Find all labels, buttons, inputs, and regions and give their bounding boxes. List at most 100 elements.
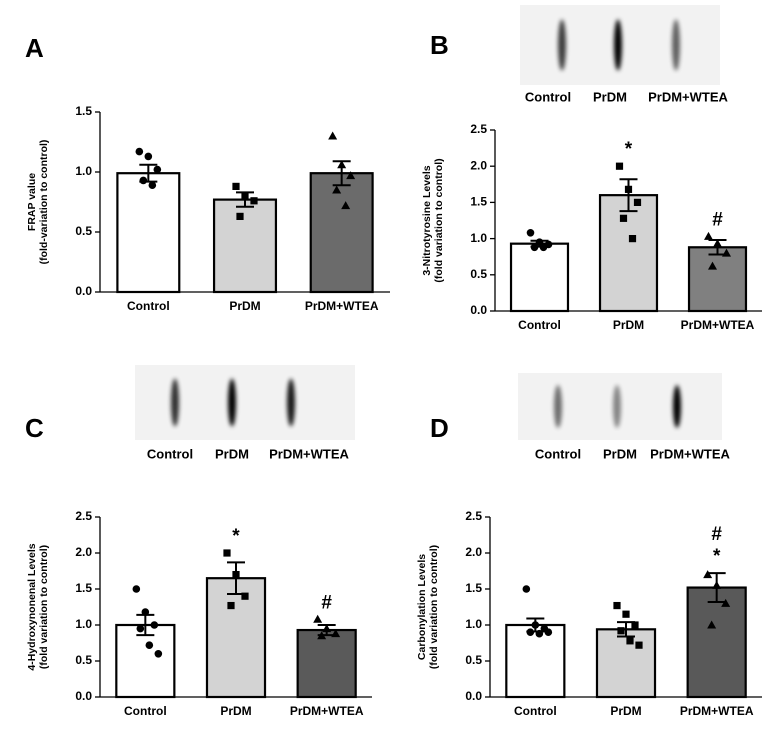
bar [509,242,570,313]
panel: B Control PrDM PrDM+WTEA 3-Nitrotyrosine Lev… [421,5,762,332]
data-point [628,235,637,243]
y-tick-label: 1.0 [470,231,487,245]
panel-letter: C [25,413,44,443]
blot-label: Control [147,446,193,461]
blot-band [673,385,681,428]
blot-band [171,378,179,427]
x-tick-label: PrDM [229,299,260,313]
y-axis-title: (fold variation to control) [428,545,440,669]
bar [212,198,278,294]
data-point [346,171,356,180]
data-point [241,192,249,200]
data-point [708,261,717,270]
data-point [145,641,154,649]
x-tick-label: PrDM+WTEA [305,299,379,313]
data-point [313,614,323,623]
blot-band [287,378,295,427]
blot-label: PrDM+WTEA [648,89,728,104]
y-tick-label: 0.0 [470,303,487,317]
data-point [530,243,539,252]
x-tick-label: Control [124,704,167,718]
data-point [227,601,235,610]
significance-mark: # [712,209,723,230]
y-tick-label: 0.5 [465,653,482,667]
y-tick-label: 0.0 [465,689,482,703]
data-point [631,621,639,629]
data-point [331,629,341,638]
data-point [241,592,249,600]
blot-band [613,385,621,428]
data-point [328,131,338,140]
y-tick-label: 0.0 [75,689,92,703]
blot-label: PrDM [593,89,627,104]
y-axis-title: FRAP value [26,173,38,231]
y-tick-label: 1.0 [75,164,92,178]
data-point [535,238,544,247]
data-point [148,181,157,189]
blot-image [135,365,355,440]
data-point [615,162,624,170]
blot-label: Control [535,446,581,461]
bar [205,577,267,699]
x-tick-label: PrDM [220,704,251,718]
y-tick-label: 1.0 [75,617,92,631]
data-point [141,608,150,616]
data-point [135,147,144,156]
y-axis-title: 4-Hydroxynonenal Levels [26,543,38,670]
data-point [322,624,332,633]
y-tick-label: 2.5 [465,509,482,523]
data-point [703,570,713,579]
panel-letter: A [25,33,44,63]
blot-band [228,378,236,427]
data-point [535,629,544,638]
data-point [150,621,159,629]
data-point [633,198,642,206]
significance-mark: * [625,139,633,160]
data-point [232,182,240,190]
significance-mark: * [713,546,721,567]
y-axis-title: (fold-variation to control) [38,140,50,265]
data-point [153,165,162,174]
blot-band [554,385,562,428]
bar [296,628,357,699]
y-tick-label: 1.5 [75,104,92,118]
significance-mark: * [232,526,240,547]
blot-label: PrDM+WTEA [650,446,730,461]
data-point [144,152,153,161]
data-point [232,571,240,579]
y-tick-label: 0.0 [75,284,92,298]
data-point [712,580,722,589]
data-point [613,601,621,610]
y-tick-label: 1.5 [470,195,487,209]
bar [116,172,181,294]
significance-mark: # [321,592,332,613]
data-point [704,231,713,240]
data-point [617,627,625,635]
y-tick-label: 0.5 [470,267,487,281]
x-tick-label: Control [127,299,170,313]
data-point [531,621,540,629]
blot-label: PrDM+WTEA [269,446,349,461]
x-tick-label: Control [518,318,561,332]
blot-label: PrDM [215,446,249,461]
data-point [132,585,141,593]
data-point [539,243,548,252]
data-point [522,585,531,593]
bar [687,246,748,313]
y-axis-title: Carbonylation Levels [416,554,428,660]
bar [115,623,176,699]
x-tick-label: Control [514,704,557,718]
y-tick-label: 0.5 [75,653,92,667]
data-point [707,620,717,629]
x-tick-label: PrDM+WTEA [680,704,754,718]
y-tick-label: 2.0 [465,545,482,559]
panel-letter: B [430,30,449,60]
y-tick-label: 1.5 [75,581,92,595]
y-tick-label: 2.5 [75,509,92,523]
data-point [624,185,633,193]
data-point [526,229,535,237]
y-tick-label: 2.0 [75,545,92,559]
panel: C Control PrDM PrDM+WTEA 4-Hydroxynonenal Le… [25,365,372,718]
y-tick-label: 2.0 [470,158,487,172]
blot-band [614,19,622,71]
